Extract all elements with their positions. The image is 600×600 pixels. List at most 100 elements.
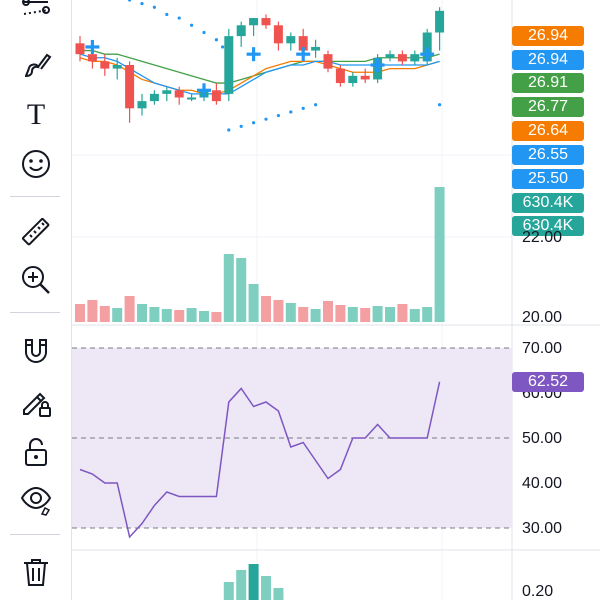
- zoom-in-icon: [22, 266, 50, 294]
- volume-bar: [261, 296, 271, 322]
- trash-button[interactable]: [14, 550, 58, 594]
- candle-body: [261, 18, 271, 26]
- price-tag: 26.55: [512, 145, 584, 165]
- volume-bar: [397, 304, 408, 322]
- psar-dot: [140, 2, 144, 6]
- psar-dot: [289, 110, 293, 114]
- candle-body: [87, 54, 97, 62]
- price-tag: 26.94: [512, 50, 584, 70]
- price-axis-label: 20.00: [522, 309, 563, 326]
- psar-dot: [227, 128, 231, 132]
- candle-body: [174, 90, 184, 98]
- candle-body: [137, 101, 147, 109]
- unlock-icon: [25, 438, 47, 466]
- volume-bar: [186, 308, 197, 322]
- candle-body: [335, 68, 345, 84]
- brush-button[interactable]: [14, 44, 58, 88]
- candle-body: [422, 32, 432, 62]
- ruler-icon: [21, 217, 50, 246]
- histogram-bar: [261, 576, 271, 600]
- volume-bar: [75, 304, 85, 322]
- price-tag: 26.77: [512, 97, 584, 117]
- lock-drawings-button[interactable]: [14, 380, 58, 424]
- toolbar-separator: [10, 196, 60, 197]
- psar-dot: [177, 16, 181, 20]
- psar-dot: [252, 121, 256, 125]
- psar-dot: [314, 103, 318, 107]
- volume-bar: [223, 254, 234, 322]
- candle-body: [236, 25, 246, 37]
- zoom-in-button[interactable]: [14, 258, 58, 302]
- histogram-bar: [248, 564, 259, 600]
- rsi-line: [79, 381, 441, 539]
- psar-dot: [221, 45, 225, 49]
- bottom-axis-label: 0.20: [522, 583, 554, 600]
- candle-body: [360, 75, 370, 80]
- volume-bar: [422, 307, 433, 322]
- volume-bar: [298, 307, 309, 322]
- price-tag: 26.94: [512, 26, 584, 46]
- trend-line-tools-icon: [22, 0, 50, 15]
- volume-bar: [211, 312, 222, 322]
- candle-body: [311, 46, 321, 51]
- candle-body: [112, 65, 122, 69]
- ruler-button[interactable]: [14, 210, 58, 254]
- psar-dot: [239, 124, 243, 128]
- volume-bar: [149, 307, 160, 322]
- candle-body: [75, 43, 85, 55]
- text-button[interactable]: T: [14, 92, 58, 136]
- histogram-bar: [273, 588, 284, 600]
- volume-bar: [124, 296, 135, 322]
- volume-bar: [273, 300, 284, 322]
- volume-bar: [372, 306, 383, 322]
- volume-bar: [174, 310, 185, 322]
- candle-body: [348, 75, 358, 84]
- candle-body: [286, 36, 296, 44]
- volume-bar: [385, 307, 395, 322]
- toolbar-separator: [10, 534, 60, 535]
- volume-bar: [99, 306, 110, 322]
- volume-bar: [87, 300, 98, 322]
- text-icon: T: [27, 98, 45, 131]
- chart-area[interactable]: 26.94 26.94 26.91 26.77 26.64 26.55 25.50 630.4…: [72, 0, 600, 600]
- psar-dot: [214, 38, 218, 42]
- candle-body: [298, 36, 308, 51]
- candle-body: [385, 54, 395, 58]
- histogram-bar: [236, 570, 247, 600]
- unlock-button[interactable]: [14, 430, 58, 474]
- trend-line-tools-button[interactable]: [14, 0, 58, 34]
- psar-dot: [152, 5, 156, 9]
- chart-canvas[interactable]: [72, 0, 600, 600]
- magnet-button[interactable]: [14, 330, 58, 374]
- candle-body: [125, 65, 135, 109]
- volume-bar: [161, 309, 172, 322]
- magnet-icon: [25, 339, 47, 363]
- volume-bar: [409, 309, 420, 322]
- rsi-value-tag: 62.52: [512, 372, 584, 392]
- trash-icon: [24, 559, 48, 586]
- volume-bar: [248, 284, 259, 322]
- candle-body: [435, 10, 445, 33]
- price-tag: 630.4K: [512, 193, 584, 213]
- rsi-axis-label: 50.00: [522, 430, 563, 447]
- emoji-button[interactable]: [14, 142, 58, 186]
- psar-dot: [438, 103, 442, 107]
- rsi-axis-label: 40.00: [522, 475, 563, 492]
- candle-body: [100, 61, 110, 69]
- rsi-axis-label: 30.00: [522, 520, 563, 537]
- drawing-toolbar: T: [0, 0, 72, 600]
- eye-icon: [20, 486, 52, 516]
- psar-dot: [264, 117, 268, 121]
- candle-body: [410, 54, 420, 62]
- volume-bar: [310, 309, 321, 322]
- candle-body: [211, 90, 221, 102]
- volume-bar: [236, 258, 247, 322]
- psar-dot: [276, 113, 280, 118]
- candle-body: [273, 25, 283, 44]
- price-tag: 26.91: [512, 73, 584, 93]
- candle-body: [162, 90, 172, 94]
- price-tag: 25.50: [512, 169, 584, 189]
- eye-button[interactable]: [14, 478, 58, 522]
- rsi-axis-label: 70.00: [522, 340, 563, 357]
- psar-dot: [128, 0, 132, 2]
